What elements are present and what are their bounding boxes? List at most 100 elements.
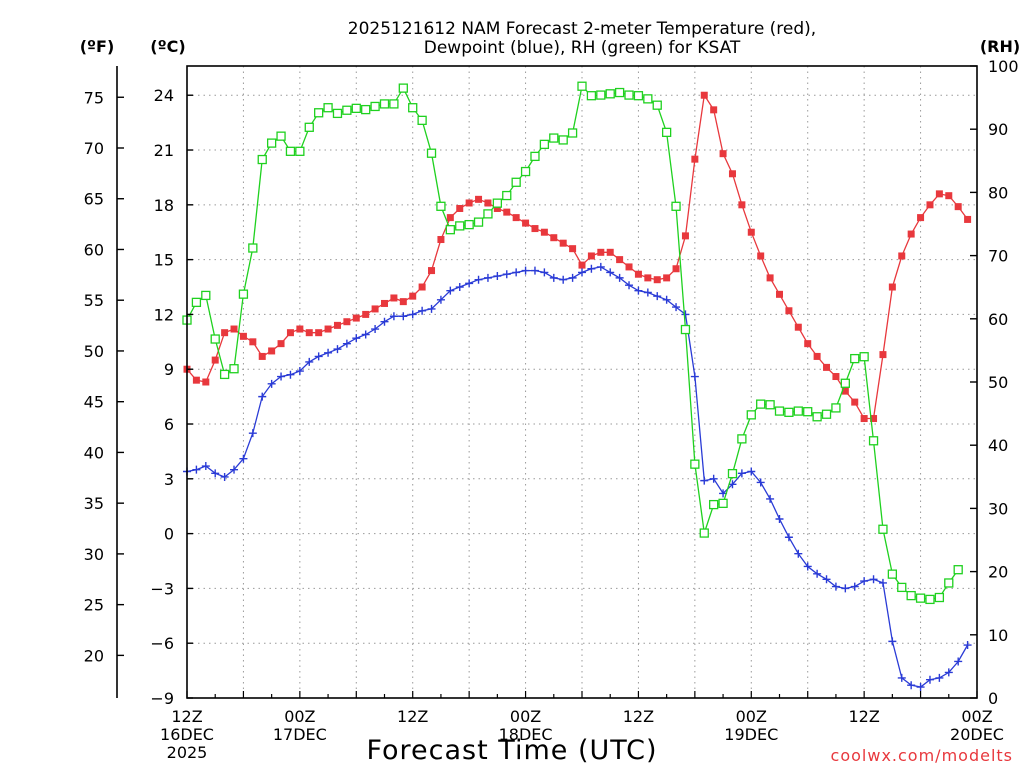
temperature-point bbox=[446, 214, 454, 222]
rh-tick-label: 50 bbox=[988, 373, 1008, 392]
rh-point bbox=[765, 400, 775, 410]
celsius-tick-label: 15 bbox=[154, 251, 174, 270]
temperature-point bbox=[672, 265, 680, 273]
dewpoint-point bbox=[813, 569, 822, 578]
dewpoint-point bbox=[286, 370, 295, 379]
temperature-point bbox=[258, 352, 266, 360]
temperature-point bbox=[813, 352, 821, 360]
dewpoint-point bbox=[352, 334, 361, 343]
temperature-point bbox=[945, 192, 953, 200]
dewpoint-point bbox=[540, 268, 549, 277]
rh-point bbox=[906, 590, 916, 601]
rh-tick-label: 20 bbox=[988, 563, 1008, 582]
dewpoint-point bbox=[512, 268, 521, 277]
temperature-point bbox=[719, 150, 727, 158]
dewpoint-point bbox=[869, 575, 878, 584]
rh-point bbox=[511, 177, 521, 187]
temperature-point bbox=[465, 199, 473, 207]
rh-point bbox=[210, 334, 220, 344]
temperature-point bbox=[192, 376, 200, 384]
dewpoint-series bbox=[183, 262, 972, 692]
temperature-point bbox=[578, 261, 586, 269]
celsius-tick-label: 21 bbox=[154, 141, 174, 160]
temperature-point bbox=[362, 310, 370, 318]
dewpoint-point bbox=[295, 367, 304, 376]
temperature-point bbox=[522, 219, 530, 227]
rh-point bbox=[868, 436, 879, 446]
temperature-point bbox=[644, 274, 652, 282]
dewpoint-point bbox=[794, 549, 803, 558]
x-tick-label: 12Z bbox=[848, 707, 879, 726]
dewpoint-point bbox=[963, 641, 972, 650]
temperature-point bbox=[616, 256, 624, 264]
x-tick-label: 12Z bbox=[397, 707, 428, 726]
temperature-point bbox=[841, 387, 849, 395]
temperature-point bbox=[456, 204, 464, 212]
celsius-tick-label: −9 bbox=[150, 689, 174, 708]
temperature-point bbox=[371, 305, 379, 313]
rh-point bbox=[746, 410, 756, 420]
rh-point bbox=[934, 592, 945, 603]
dewpoint-point bbox=[483, 273, 492, 282]
temperature-point bbox=[851, 398, 859, 406]
dewpoint-point bbox=[728, 480, 737, 489]
temperature-point bbox=[653, 276, 661, 284]
temperature-point bbox=[728, 170, 736, 178]
rh-point bbox=[803, 407, 813, 417]
dewpoint-point bbox=[248, 429, 257, 438]
rh-point bbox=[577, 81, 587, 91]
temperature-point bbox=[315, 329, 323, 337]
rh-point bbox=[219, 369, 230, 380]
rh-point bbox=[379, 99, 390, 109]
celsius-tick-label: 9 bbox=[164, 360, 174, 379]
x-tick-label: 18DEC bbox=[499, 725, 553, 744]
fahrenheit-tick-label: 40 bbox=[84, 443, 104, 462]
x-tick-label: 12Z bbox=[623, 707, 654, 726]
dewpoint-point bbox=[756, 478, 765, 487]
temperature-point bbox=[860, 415, 868, 423]
watermark: coolwx.com/modelts bbox=[831, 746, 1013, 765]
temperature-point bbox=[428, 267, 436, 275]
temperature-point bbox=[681, 232, 689, 240]
rh-tick-label: 10 bbox=[988, 626, 1008, 645]
dewpoint-point bbox=[690, 372, 699, 381]
x-tick-label: 16DEC bbox=[160, 725, 214, 744]
dewpoint-point bbox=[230, 465, 239, 474]
rh-point bbox=[605, 89, 615, 99]
dewpoint-point bbox=[850, 582, 859, 591]
rh-point bbox=[840, 378, 850, 388]
temperature-point bbox=[399, 298, 407, 306]
celsius-tick-label: 0 bbox=[164, 525, 174, 544]
rh-tick-label: 100 bbox=[988, 57, 1019, 76]
temperature-point bbox=[606, 248, 614, 256]
dewpoint-point bbox=[455, 283, 464, 292]
dewpoint-point bbox=[878, 578, 887, 587]
dewpoint-point bbox=[408, 310, 417, 319]
x-tick-label: 17DEC bbox=[273, 725, 327, 744]
rh-point bbox=[436, 201, 446, 211]
rh-point bbox=[727, 468, 738, 479]
dewpoint-point bbox=[935, 673, 944, 682]
dewpoint-point bbox=[493, 272, 502, 281]
dewpoint-point bbox=[709, 474, 718, 483]
rh-point bbox=[624, 90, 634, 100]
dewpoint-point bbox=[239, 454, 248, 463]
rh-point bbox=[332, 108, 343, 119]
rh-point bbox=[614, 87, 625, 98]
x-axis-title: Forecast Time (UTC) bbox=[366, 735, 657, 766]
rh-point bbox=[473, 217, 484, 227]
dewpoint-point bbox=[634, 286, 643, 295]
rh-point bbox=[821, 409, 832, 419]
temperature-point bbox=[249, 338, 257, 346]
dewpoint-point bbox=[944, 668, 953, 677]
dewpoint-point bbox=[324, 348, 333, 357]
rh-point bbox=[915, 593, 926, 603]
temperature-point bbox=[381, 299, 388, 307]
dewpoint-point bbox=[361, 330, 370, 339]
dewpoint-point bbox=[530, 266, 539, 275]
temperature-point bbox=[898, 252, 906, 260]
temperature-point bbox=[493, 204, 501, 212]
dewpoint-point bbox=[954, 657, 963, 666]
temperature-point bbox=[917, 214, 925, 222]
rh-point bbox=[342, 105, 352, 115]
